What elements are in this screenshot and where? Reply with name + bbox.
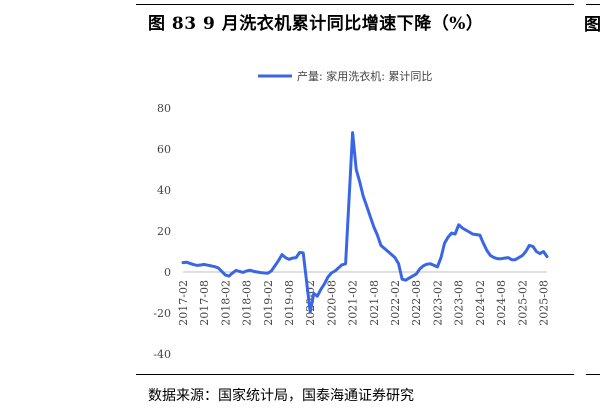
x-tick-label: 2019-02 [262,280,275,326]
top-rule [136,4,574,5]
bottom-rule [136,374,574,375]
x-tick-label: 2025-02 [516,280,529,326]
legend: 产量: 家用洗衣机: 累计同比 [258,69,432,83]
y-tick-label: 0 [164,266,171,279]
x-tick-label: 2019-08 [283,280,296,326]
x-tick-label: 2021-02 [347,280,360,326]
y-axis: -40 -20 0 20 40 60 80 [153,102,171,361]
series-line [181,131,549,314]
x-tick-label: 2023-02 [431,280,444,326]
x-tick-label: 2024-08 [495,280,508,326]
x-tick-label: 2017-08 [198,280,211,326]
figure-title: 图 83 9 月洗衣机累计同比增速下降（%） [148,14,484,34]
x-tick-label: 2018-02 [219,280,232,326]
figure-source: 数据来源：国家统计局，国泰海通证券研究 [148,388,414,404]
y-tick-label: 80 [157,102,171,115]
right-edge-rule [586,4,600,5]
x-tick-label: 2024-02 [474,280,487,326]
y-tick-label: 60 [157,143,171,156]
x-tick-label: 2025-08 [537,280,550,326]
x-tick-label: 2023-08 [453,280,466,326]
y-tick-label: 20 [157,225,171,238]
y-tick-label: -40 [153,348,171,361]
series-group [181,131,549,314]
x-tick-label: 2020-08 [325,280,338,326]
x-tick-label: 2022-02 [389,280,402,326]
right-edge-glyph: 图 [584,15,600,35]
y-tick-label: 40 [157,184,171,197]
x-tick-label: 2022-08 [410,280,423,326]
y-tick-label: -20 [153,307,171,320]
legend-label: 产量: 家用洗衣机: 累计同比 [297,69,432,83]
x-axis: 2017-02 2017-08 2018-02 2018-08 2019-02 2019-… [177,271,550,326]
x-tick-label: 2017-02 [177,280,190,326]
right-edge-rule-bottom [586,374,600,375]
x-tick-label: 2018-08 [241,280,254,326]
x-tick-label: 2021-08 [368,280,381,326]
